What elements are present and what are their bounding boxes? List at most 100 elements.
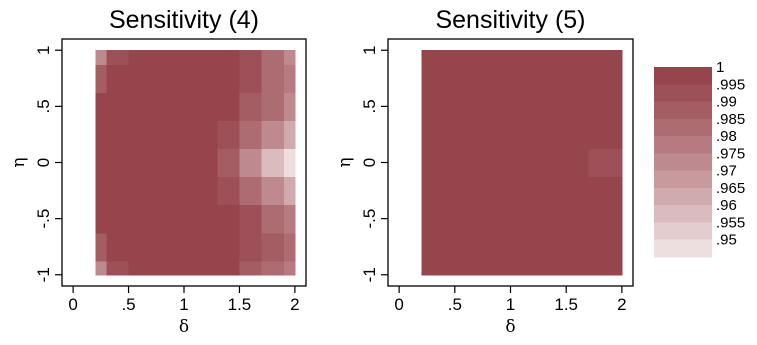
heatmap-cell [283, 204, 296, 234]
heatmap-cell [106, 50, 130, 65]
heatmap-cell [150, 50, 174, 65]
heatmap-cell [150, 148, 174, 178]
heatmap-cell [432, 148, 456, 178]
panel-sensitivity-4: Sensitivity (4) 0 .5 1 1.5 2 -1 -.5 0 .5 1 δ η [9, 6, 307, 337]
heatmap-cell [588, 148, 612, 178]
heatmap-cell [106, 120, 130, 150]
heatmap-cell [106, 64, 130, 93]
heatmap-cell [421, 50, 434, 65]
x-tick-label: 1 [179, 295, 188, 314]
heatmap-cell [566, 92, 590, 121]
heatmap-cell [454, 148, 478, 178]
heatmap-cell [499, 50, 523, 65]
heatmap-cell [239, 176, 263, 206]
x-tick-label: 0 [68, 295, 77, 314]
heatmap-cells [421, 50, 623, 276]
heatmap-cell [106, 148, 130, 178]
heatmap-cell [95, 204, 107, 234]
heatmap-cell [588, 120, 612, 150]
legend-label: .99 [716, 94, 737, 111]
legend-label: .955 [716, 214, 745, 231]
heatmap-cell [283, 176, 296, 206]
heatmap-cell [421, 204, 434, 234]
heatmap-cell [217, 176, 241, 206]
heatmap-cell [195, 176, 218, 206]
heatmap-cell [217, 120, 241, 150]
heatmap-cell [95, 120, 107, 150]
heatmap-cell [95, 260, 107, 276]
heatmap-cell [499, 176, 523, 206]
heatmap-cell [432, 92, 456, 121]
heatmap-cell [217, 64, 241, 93]
heatmap-cell [239, 260, 263, 276]
legend: 1.995.99.985.98.975.97.965.96.955.95 [654, 59, 745, 258]
heatmap-cell [477, 204, 500, 234]
legend-swatch [654, 222, 712, 241]
heatmap-cell [543, 260, 567, 276]
heatmap-cell [150, 260, 174, 276]
heatmap-cell [283, 120, 296, 150]
legend-swatch [654, 170, 712, 189]
heatmap-cell [217, 92, 241, 121]
heatmap-cell [261, 92, 285, 121]
heatmap-cell [261, 204, 285, 234]
heatmap-cell [521, 204, 545, 234]
heatmap-cell [217, 260, 241, 276]
heatmap-cell [421, 148, 434, 178]
legend-label: .965 [716, 180, 745, 197]
heatmap-cell [566, 204, 590, 234]
heatmap-cell [432, 232, 456, 262]
heatmap-cell [454, 92, 478, 121]
y-tick-label: .5 [360, 99, 379, 113]
heatmap-cell [477, 176, 500, 206]
heatmap-cell [454, 232, 478, 262]
heatmap-cell [106, 204, 130, 234]
legend-swatch [654, 153, 712, 172]
y-tick-label: .5 [34, 99, 53, 113]
heatmap-cell [454, 64, 478, 93]
heatmap-cell [261, 120, 285, 150]
heatmap-cell [566, 176, 590, 206]
heatmap-cell [239, 232, 263, 262]
heatmap-cell [543, 204, 567, 234]
heatmap-cell [239, 64, 263, 93]
legend-label: .95 [716, 232, 737, 249]
heatmap-cell [521, 148, 545, 178]
heatmap-cell [543, 50, 567, 65]
heatmap-cell [195, 148, 218, 178]
heatmap-cell [239, 50, 263, 65]
heatmap-cell [106, 176, 130, 206]
y-tick-label: 0 [360, 158, 379, 167]
legend-label: .995 [716, 76, 745, 93]
heatmap-cell [588, 64, 612, 93]
heatmap-cell [150, 120, 174, 150]
chart-title: Sensitivity (4) [109, 6, 259, 34]
heatmap-cell [128, 148, 152, 178]
heatmap-cell [588, 50, 612, 65]
heatmap-cell [172, 92, 196, 121]
heatmap-cell [610, 260, 623, 276]
legend-swatch [654, 67, 712, 85]
heatmap-cell [95, 64, 107, 93]
heatmap-cell [195, 204, 218, 234]
heatmap-cell [172, 204, 196, 234]
heatmap-cell [521, 176, 545, 206]
heatmap-cell [454, 176, 478, 206]
heatmap-cell [283, 92, 296, 121]
x-tick-label: .5 [448, 295, 462, 314]
legend-swatch [654, 118, 712, 137]
heatmap-cell [499, 232, 523, 262]
heatmap-cell [432, 260, 456, 276]
heatmap-cell [239, 148, 263, 178]
x-tick-label: 1 [506, 295, 515, 314]
heatmap-cell [454, 260, 478, 276]
heatmap-cell [543, 232, 567, 262]
heatmap-cell [477, 232, 500, 262]
legend-label: .96 [716, 197, 737, 214]
heatmap-cell [499, 260, 523, 276]
heatmap-cell [128, 120, 152, 150]
heatmap-cell [283, 232, 296, 262]
heatmap-cell [588, 92, 612, 121]
heatmap-cell [588, 176, 612, 206]
